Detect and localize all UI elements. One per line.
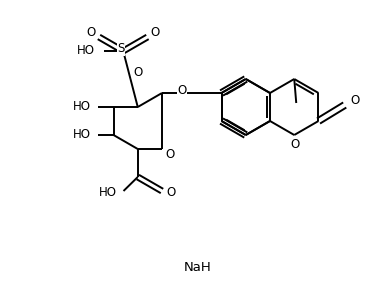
Text: O: O	[151, 26, 160, 39]
Text: O: O	[86, 26, 96, 39]
Text: HO: HO	[99, 187, 116, 200]
Text: O: O	[134, 67, 143, 79]
Text: HO: HO	[77, 45, 95, 58]
Text: S: S	[118, 43, 125, 56]
Text: NaH: NaH	[183, 261, 211, 274]
Text: O: O	[350, 94, 359, 107]
Text: O: O	[177, 84, 187, 96]
Text: O: O	[166, 149, 174, 162]
Text: O: O	[166, 187, 176, 200]
Text: HO: HO	[73, 101, 90, 113]
Text: HO: HO	[73, 128, 90, 141]
Text: O: O	[291, 139, 300, 151]
